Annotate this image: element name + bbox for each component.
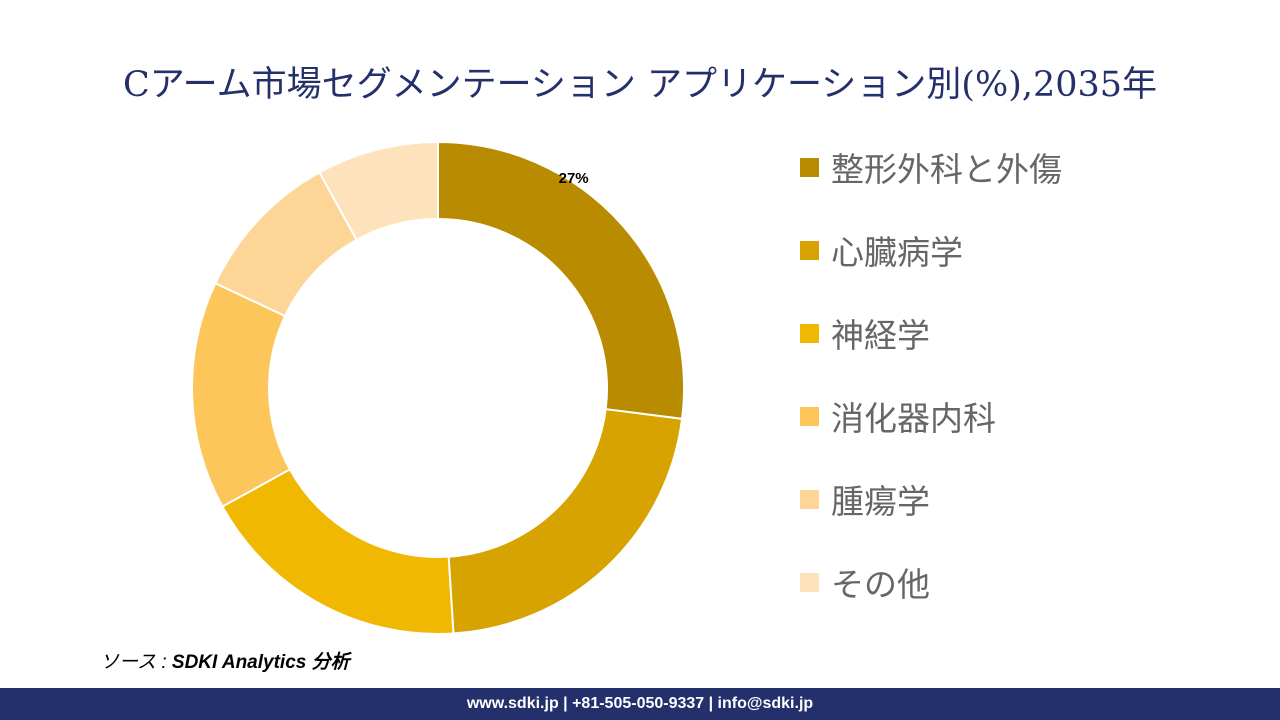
legend-swatch bbox=[800, 240, 819, 260]
chart-title: Cアーム市場セグメンテーション アプリケーション別(%),2035年 bbox=[122, 65, 1158, 105]
legend-label: 整形外科と外傷 bbox=[831, 150, 1062, 189]
legend-swatch bbox=[800, 323, 819, 343]
legend-item: 腫瘍学 bbox=[800, 479, 930, 521]
donut-slice-4 bbox=[191, 281, 292, 508]
donut-slice-1 bbox=[437, 140, 685, 420]
legend-swatch bbox=[800, 489, 819, 509]
legend-label: 腫瘍学 bbox=[831, 482, 930, 521]
legend-item: 神経学 bbox=[800, 313, 930, 355]
legend-label: 神経学 bbox=[831, 316, 930, 355]
source-text: SDKI Analytics 分析 bbox=[171, 652, 350, 673]
legend-item: 消化器内科 bbox=[800, 396, 996, 438]
legend-label: 消化器内科 bbox=[831, 399, 996, 438]
source-prefix: ソース : bbox=[100, 652, 172, 673]
data-label-1: 27% bbox=[559, 170, 589, 187]
legend-swatch bbox=[800, 157, 819, 177]
legend-item: 心臓病学 bbox=[800, 230, 963, 272]
footer-contact: www.sdki.jp | +81-505-050-9337 | info@sd… bbox=[0, 688, 1280, 720]
donut-slice-6 bbox=[318, 140, 439, 242]
legend-swatch bbox=[800, 406, 819, 426]
donut-chart: 27% bbox=[191, 140, 685, 635]
legend-label: その他 bbox=[831, 565, 930, 604]
source-note: ソース : SDKI Analytics 分析 bbox=[100, 647, 350, 674]
legend-label: 心臓病学 bbox=[831, 233, 963, 272]
donut-slice-2 bbox=[447, 408, 684, 635]
donut-slice-3 bbox=[221, 468, 455, 635]
legend-item: その他 bbox=[800, 562, 930, 604]
legend-swatch bbox=[800, 572, 819, 592]
legend-item: 整形外科と外傷 bbox=[800, 147, 1062, 189]
